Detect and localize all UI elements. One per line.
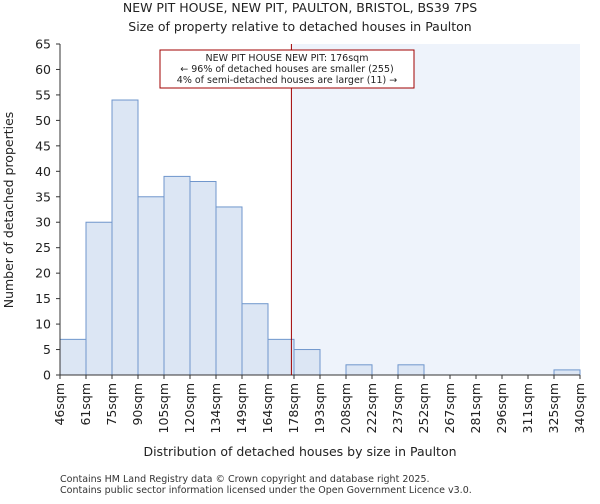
shade-layer [291, 44, 580, 375]
y-tick-label: 10 [35, 317, 51, 332]
x-tick-label: 281sqm [468, 383, 483, 433]
y-axis-title: Number of detached properties [1, 112, 16, 309]
annotation-line-2: ← 96% of detached houses are smaller (25… [180, 64, 393, 75]
x-tick-label: 252sqm [416, 383, 431, 433]
bar [85, 221, 113, 376]
bar [189, 180, 217, 376]
x-tick-label: 134sqm [208, 383, 223, 433]
x-tick-label: 237sqm [390, 383, 405, 433]
y-tick-label: 60 [35, 62, 51, 77]
x-tick-label: 340sqm [572, 383, 587, 433]
footer-line-1: Contains HM Land Registry data © Crown c… [60, 474, 430, 485]
y-tick-label: 25 [35, 240, 51, 255]
annotation-box: NEW PIT HOUSE NEW PIT: 176sqm ← 96% of d… [159, 49, 415, 89]
x-tick-label: 311sqm [520, 383, 535, 433]
x-axis-title: Distribution of detached houses by size … [143, 444, 456, 459]
x-tick-label: 296sqm [494, 383, 509, 433]
bar [241, 303, 269, 376]
y-tick-label: 40 [35, 164, 51, 179]
x-tick-label: 222sqm [364, 383, 379, 433]
y-tick-label: 50 [35, 113, 51, 128]
y-ticks: 0 5 10 15 20 25 30 35 40 45 50 55 60 65 [35, 37, 60, 383]
x-tick-label: 46sqm [52, 383, 67, 426]
bar [553, 369, 581, 376]
x-tick-label: 90sqm [130, 383, 145, 426]
y-tick-label: 35 [35, 189, 51, 204]
bar [137, 196, 165, 376]
x-tick-label: 105sqm [156, 383, 171, 433]
chart-title: NEW PIT HOUSE, NEW PIT, PAULTON, BRISTOL… [123, 0, 477, 15]
annotation-border [159, 49, 415, 89]
x-tick-label: 75sqm [104, 383, 119, 426]
y-tick-label: 15 [35, 291, 51, 306]
x-tick-label: 149sqm [234, 383, 249, 433]
y-tick-label: 20 [35, 266, 51, 281]
bar [345, 364, 373, 376]
x-tick-label: 61sqm [78, 383, 93, 426]
x-ticks: 46sqm 61sqm 75sqm 90sqm 105sqm 120sqm 134sqm 14… [52, 375, 587, 433]
bar [293, 349, 321, 376]
x-tick-label: 120sqm [182, 383, 197, 433]
x-tick-label: 208sqm [338, 383, 353, 433]
x-tick-label: 178sqm [286, 383, 301, 433]
y-tick-label: 55 [35, 87, 51, 102]
annotation-line-3: 4% of semi-detached houses are larger (1… [177, 75, 397, 86]
bar [397, 364, 425, 376]
x-tick-label: 164sqm [260, 383, 275, 433]
x-tick-label: 267sqm [442, 383, 457, 433]
y-tick-label: 5 [43, 342, 51, 357]
annotation-line-1: NEW PIT HOUSE NEW PIT: 176sqm [206, 53, 369, 64]
bar [163, 175, 191, 376]
chart-subtitle: Size of property relative to detached ho… [128, 19, 471, 34]
bar [59, 338, 87, 376]
bars-layer [59, 99, 581, 376]
bar [267, 338, 295, 376]
y-tick-label: 0 [43, 368, 51, 383]
y-tick-label: 30 [35, 215, 51, 230]
x-tick-label: 193sqm [312, 383, 327, 433]
x-tick-label: 325sqm [546, 383, 561, 433]
y-tick-label: 65 [35, 37, 51, 52]
shaded-region [291, 44, 580, 375]
bar [111, 99, 139, 376]
y-tick-label: 45 [35, 138, 51, 153]
footer-line-2: Contains public sector information licen… [60, 485, 472, 496]
bar [215, 206, 243, 376]
